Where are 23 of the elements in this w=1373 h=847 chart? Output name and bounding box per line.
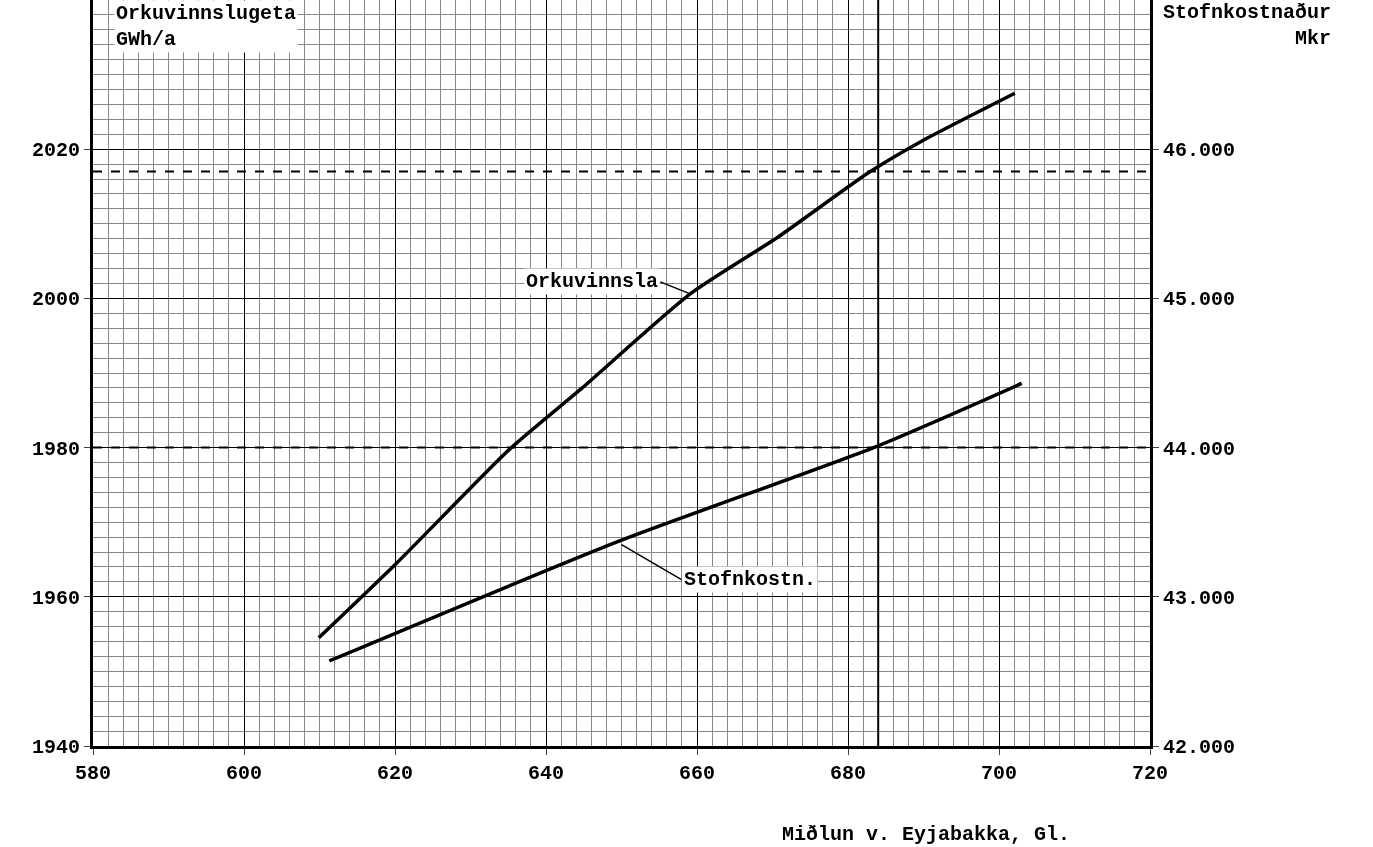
annotation: Stofnkostn.	[684, 568, 817, 591]
y-tick-label: 2000	[31, 288, 80, 312]
x-tick-label: 600	[225, 762, 263, 785]
x-tick-label: 660	[678, 762, 716, 785]
y2-tick-label: 43.000	[1163, 586, 1236, 610]
annotation: Orkuvinnsla	[526, 270, 659, 293]
x-tick-label: 580	[74, 762, 112, 785]
y-tick-label: 1980	[31, 437, 80, 461]
y2-tick-label: 42.000	[1163, 736, 1236, 759]
x-tick-label: 640	[527, 762, 565, 785]
y-axis-title: Orkuvinnslugeta GWh/a	[116, 2, 297, 51]
y2-axis-title: Stofnkostnaður Mkr	[1163, 1, 1332, 50]
x-tick-label: 620	[376, 762, 414, 785]
y2-tick-label: 46.000	[1163, 139, 1236, 163]
x-tick-label: 680	[829, 762, 867, 785]
y2-tick-label: 45.000	[1163, 288, 1236, 312]
y2-tick-label: 44.000	[1163, 437, 1236, 461]
y-tick-label: 2020	[31, 139, 80, 163]
y-tick-label: 1960	[31, 586, 80, 610]
x-tick-label: 720	[1131, 762, 1169, 785]
x-tick-label: 700	[980, 762, 1018, 785]
x-axis-title: Miðlun v. Eyjabakka, Gl.	[782, 823, 1071, 846]
y-tick-label: 1940	[31, 736, 80, 759]
